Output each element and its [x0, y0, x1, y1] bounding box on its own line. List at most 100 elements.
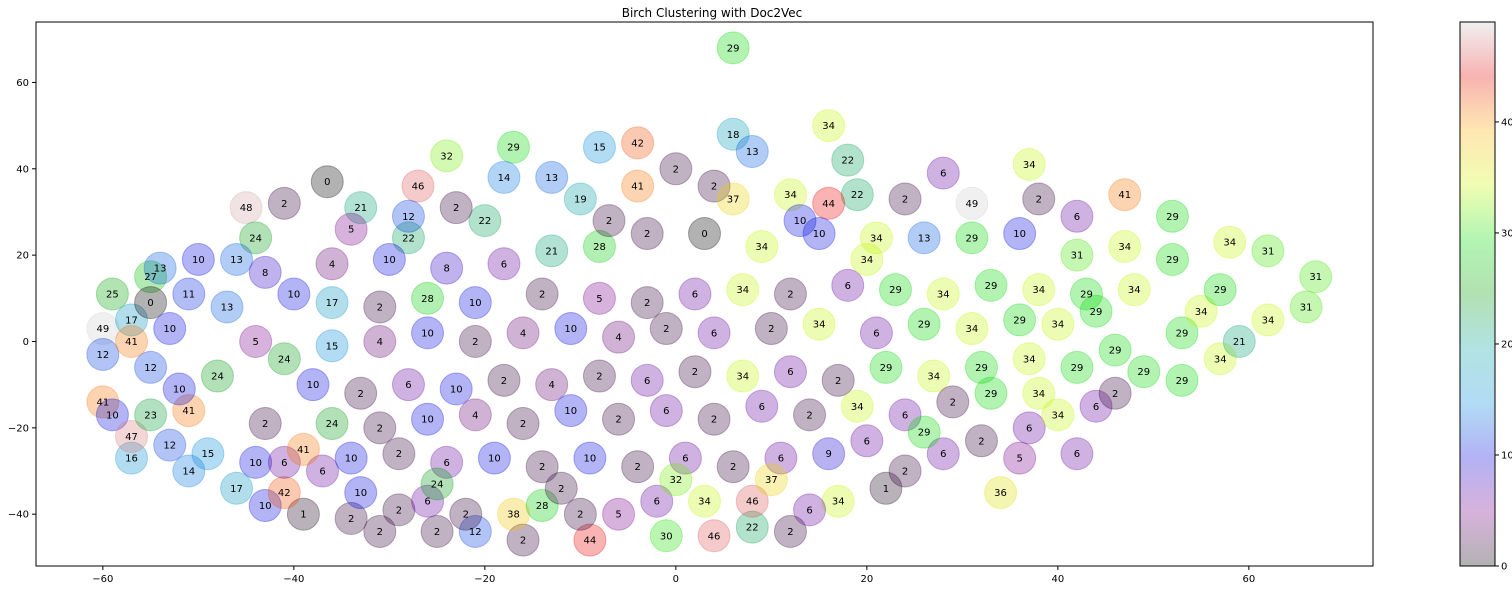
point-label: 29 — [889, 285, 902, 296]
scatter-point — [334, 212, 368, 246]
scatter-point — [773, 178, 807, 212]
point-label: 6 — [1093, 402, 1099, 413]
scatter-point — [955, 221, 989, 255]
point-label: 6 — [692, 290, 698, 301]
point-label: 18 — [727, 130, 740, 141]
y-tick-label: 60 — [16, 78, 29, 89]
scatter-point — [688, 484, 721, 518]
scatter-point — [229, 191, 263, 225]
point-label: 32 — [440, 151, 453, 162]
point-label: 2 — [711, 415, 717, 426]
scatter-point — [1041, 398, 1075, 432]
point-label: 29 — [1176, 328, 1189, 339]
scatter-point — [630, 286, 664, 320]
point-label: 46 — [746, 497, 759, 508]
colorbar: 0 10 20 30 40 — [1459, 21, 1512, 573]
scatter-point — [153, 428, 187, 462]
point-label: 11 — [182, 290, 195, 301]
point-label: 17 — [326, 298, 339, 309]
point-label: 2 — [539, 462, 545, 473]
scatter-point — [172, 454, 206, 488]
point-label: 2 — [1112, 389, 1118, 400]
point-label: 2 — [606, 216, 612, 227]
point-label: 2 — [396, 505, 402, 516]
point-label: 10 — [564, 406, 577, 417]
scatter-point — [172, 277, 206, 311]
point-label: 13 — [746, 147, 759, 158]
point-label: 6 — [644, 376, 650, 387]
point-label: 1 — [300, 510, 306, 521]
point-label: 2 — [711, 182, 717, 193]
point-label: 6 — [940, 449, 946, 460]
scatter-point — [783, 204, 817, 238]
point-label: 2 — [673, 164, 679, 175]
scatter-point — [1155, 199, 1189, 233]
point-label: 34 — [698, 497, 711, 508]
point-label: 10 — [564, 324, 577, 335]
scatter-point — [95, 277, 129, 311]
scatter-point — [974, 268, 1008, 302]
x-tick-label: 40 — [1051, 574, 1064, 585]
scatter-point — [592, 204, 626, 238]
point-label: 15 — [326, 341, 339, 352]
point-label: 34 — [937, 290, 950, 301]
point-label: 6 — [873, 328, 879, 339]
scatter-point — [697, 169, 731, 203]
x-tick-label: −40 — [283, 574, 304, 585]
scatter-point — [497, 130, 530, 164]
point-label: 6 — [845, 281, 851, 292]
point-label: 29 — [507, 143, 520, 154]
point-label: 14 — [182, 467, 195, 478]
scatter-point — [172, 394, 206, 428]
scatter-point — [1251, 234, 1285, 268]
point-label: 8 — [443, 264, 449, 275]
scatter-point — [458, 514, 492, 548]
point-label: 34 — [1195, 307, 1208, 318]
scatter-point — [1003, 441, 1037, 475]
scatter-point — [506, 407, 540, 441]
point-label: 29 — [727, 43, 740, 54]
point-label: 23 — [144, 410, 157, 421]
scatter-point — [716, 450, 750, 484]
scatter-point — [716, 117, 750, 151]
point-label: 29 — [1166, 212, 1179, 223]
point-label: 34 — [870, 233, 883, 244]
point-label: 2 — [787, 290, 793, 301]
scatter-point — [86, 312, 120, 346]
scatter-point — [1127, 355, 1161, 389]
point-label: 29 — [1071, 363, 1084, 374]
scatter-point — [582, 230, 616, 264]
point-label: 34 — [736, 372, 749, 383]
point-label: 2 — [348, 514, 354, 525]
point-label: 2 — [501, 376, 507, 387]
point-label: 2 — [950, 397, 956, 408]
scatter-point — [984, 476, 1018, 510]
point-label: 36 — [994, 488, 1007, 499]
y-tick-label: 20 — [16, 251, 29, 262]
point-label: 8 — [262, 268, 268, 279]
colorbar-ticks: 0 10 20 30 40 — [1495, 117, 1512, 573]
scatter-point — [248, 255, 282, 289]
point-label: 12 — [402, 212, 415, 223]
point-label: 2 — [596, 372, 602, 383]
point-label: 5 — [348, 225, 354, 236]
scatter-point — [267, 476, 301, 510]
scatter-point — [267, 186, 301, 220]
scatter-point — [735, 510, 769, 544]
scatter-point — [86, 385, 120, 419]
point-label: 10 — [421, 415, 434, 426]
scatter-point — [497, 497, 530, 531]
scatter-point — [917, 359, 951, 393]
scatter-point — [773, 277, 807, 311]
point-label: 29 — [1109, 346, 1122, 357]
point-label: 24 — [249, 233, 262, 244]
scatter-point — [1155, 242, 1189, 276]
point-label: 29 — [975, 363, 988, 374]
point-label: 6 — [654, 497, 660, 508]
x-axis: −60 −40 −20 0 20 40 60 — [92, 566, 1255, 585]
scatter-point — [315, 286, 349, 320]
point-label: 34 — [784, 190, 797, 201]
point-label: 49 — [96, 324, 109, 335]
scatter-point — [1003, 217, 1037, 251]
point-label: 6 — [940, 169, 946, 180]
